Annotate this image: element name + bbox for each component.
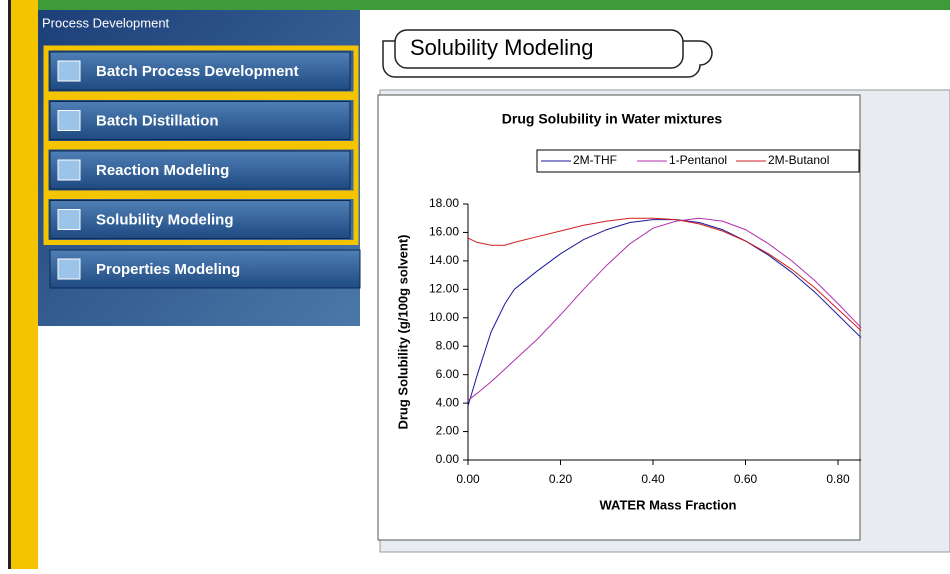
y-tick-label: 14.00 — [429, 253, 459, 267]
banner-text: Solubility Modeling — [410, 35, 593, 60]
menu-item: Batch Distillation — [96, 112, 219, 129]
menu-item: Solubility Modeling — [96, 211, 234, 228]
legend-label: 2M-THF — [573, 153, 617, 167]
legend-label: 2M-Butanol — [768, 153, 829, 167]
y-tick-label: 10.00 — [429, 310, 459, 324]
left-rule — [8, 0, 11, 569]
y-tick-label: 12.00 — [429, 282, 459, 296]
legend-label: 1-Pentanol — [669, 153, 727, 167]
y-axis-label: Drug Solubility (g/100g solvent) — [395, 234, 410, 429]
x-axis-label: WATER Mass Fraction — [599, 497, 736, 512]
x-tick-label: 0.20 — [549, 472, 573, 486]
menu-icon — [58, 111, 80, 131]
x-tick-label: 0.80 — [826, 472, 850, 486]
x-tick-label: 0.60 — [734, 472, 758, 486]
x-tick-label: 0.40 — [641, 472, 665, 486]
top-bar — [38, 0, 950, 10]
y-tick-label: 16.00 — [429, 225, 459, 239]
y-tick-label: 2.00 — [436, 424, 460, 438]
left-bar — [11, 0, 38, 569]
menu-icon — [58, 210, 80, 230]
menu-item: Reaction Modeling — [96, 162, 229, 179]
menu-icon — [58, 259, 80, 279]
y-tick-label: 8.00 — [436, 338, 460, 352]
chart-title: Drug Solubility in Water mixtures — [502, 111, 723, 127]
menu-title: Process Development — [42, 15, 170, 30]
y-tick-label: 4.00 — [436, 395, 460, 409]
menu-item: Batch Process Development — [96, 63, 299, 80]
x-tick-label: 0.00 — [456, 472, 480, 486]
menu-item: Properties Modeling — [96, 261, 240, 278]
menu-icon — [58, 61, 80, 81]
y-tick-label: 18.00 — [429, 196, 459, 210]
menu-icon — [58, 160, 80, 180]
page: {"menu":{"title":"Process Development","… — [0, 0, 950, 569]
y-tick-label: 6.00 — [436, 367, 460, 381]
screen: Process Development n Solubility Modelin… — [0, 0, 950, 569]
y-tick-label: 0.00 — [436, 452, 460, 466]
